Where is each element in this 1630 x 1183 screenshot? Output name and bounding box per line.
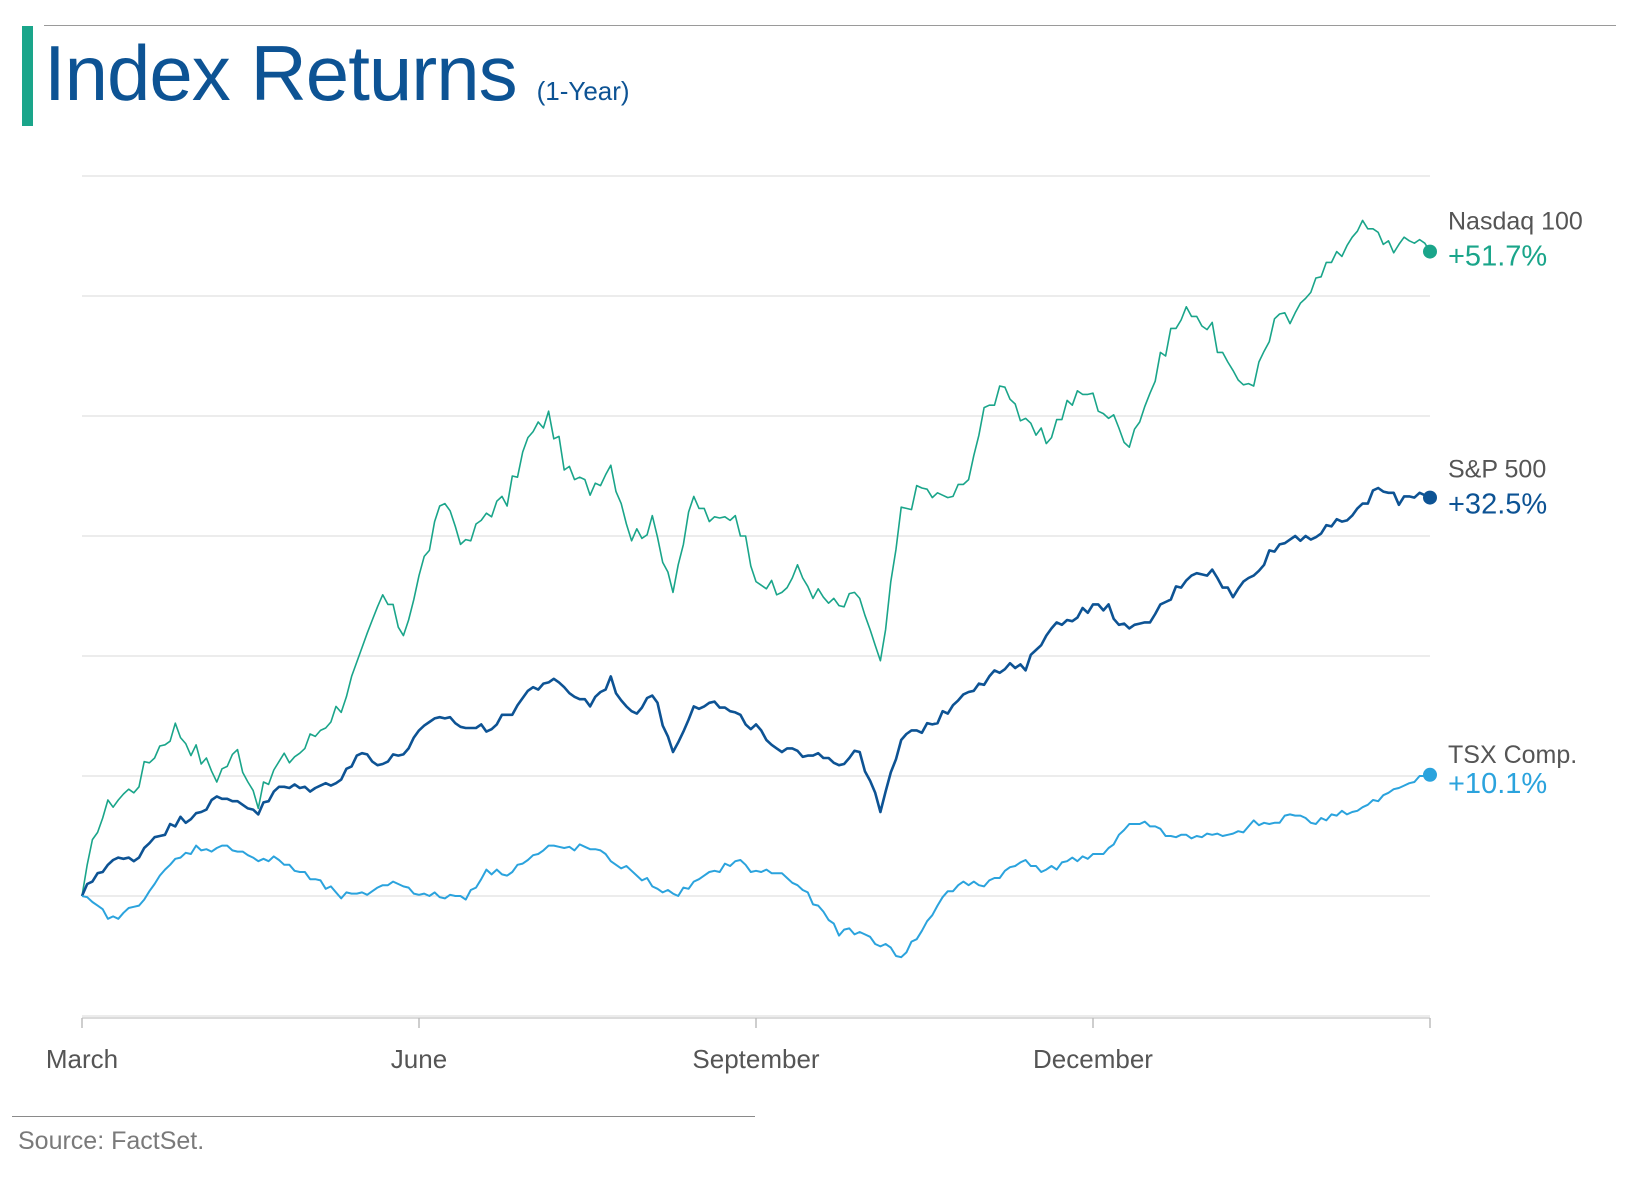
series-value-label: +51.7% (1448, 241, 1547, 273)
series-name-label: TSX Comp. (1448, 741, 1577, 769)
series-line (80, 486, 1431, 897)
x-tick-label: June (391, 1044, 447, 1074)
series-name-label: Nasdaq 100 (1448, 208, 1583, 236)
series-end-marker (1423, 490, 1437, 505)
x-axis-ticks: March June September December (46, 1018, 1431, 1074)
series-end-marker (1423, 244, 1437, 259)
x-tick-label: December (1033, 1044, 1153, 1074)
top-rule (44, 25, 1616, 26)
x-tick-label: March (46, 1044, 118, 1074)
series-line (81, 219, 1431, 897)
x-tick-label: September (692, 1044, 820, 1074)
series-line (81, 773, 1431, 959)
series-end-marker (1423, 767, 1437, 782)
end-markers: Nasdaq 100 +51.7% S&P 500 +32.5% TSX Comp.+1… (1423, 208, 1583, 800)
source-rule (12, 1116, 755, 1117)
subtitle-text: (1-Year) (536, 76, 630, 106)
title-text: Index Returns (44, 29, 518, 117)
source-note: Source: FactSet. (18, 1127, 205, 1155)
series-value-label: +32.5% (1448, 489, 1547, 521)
gridlines (82, 175, 1430, 1017)
title-accent-bar (22, 26, 33, 126)
series-value-label: +10.1% (1448, 768, 1547, 800)
chart-title: Index Returns (1-Year) (44, 34, 630, 112)
series-lines (80, 219, 1431, 959)
series-name-label: S&P 500 (1448, 456, 1546, 484)
